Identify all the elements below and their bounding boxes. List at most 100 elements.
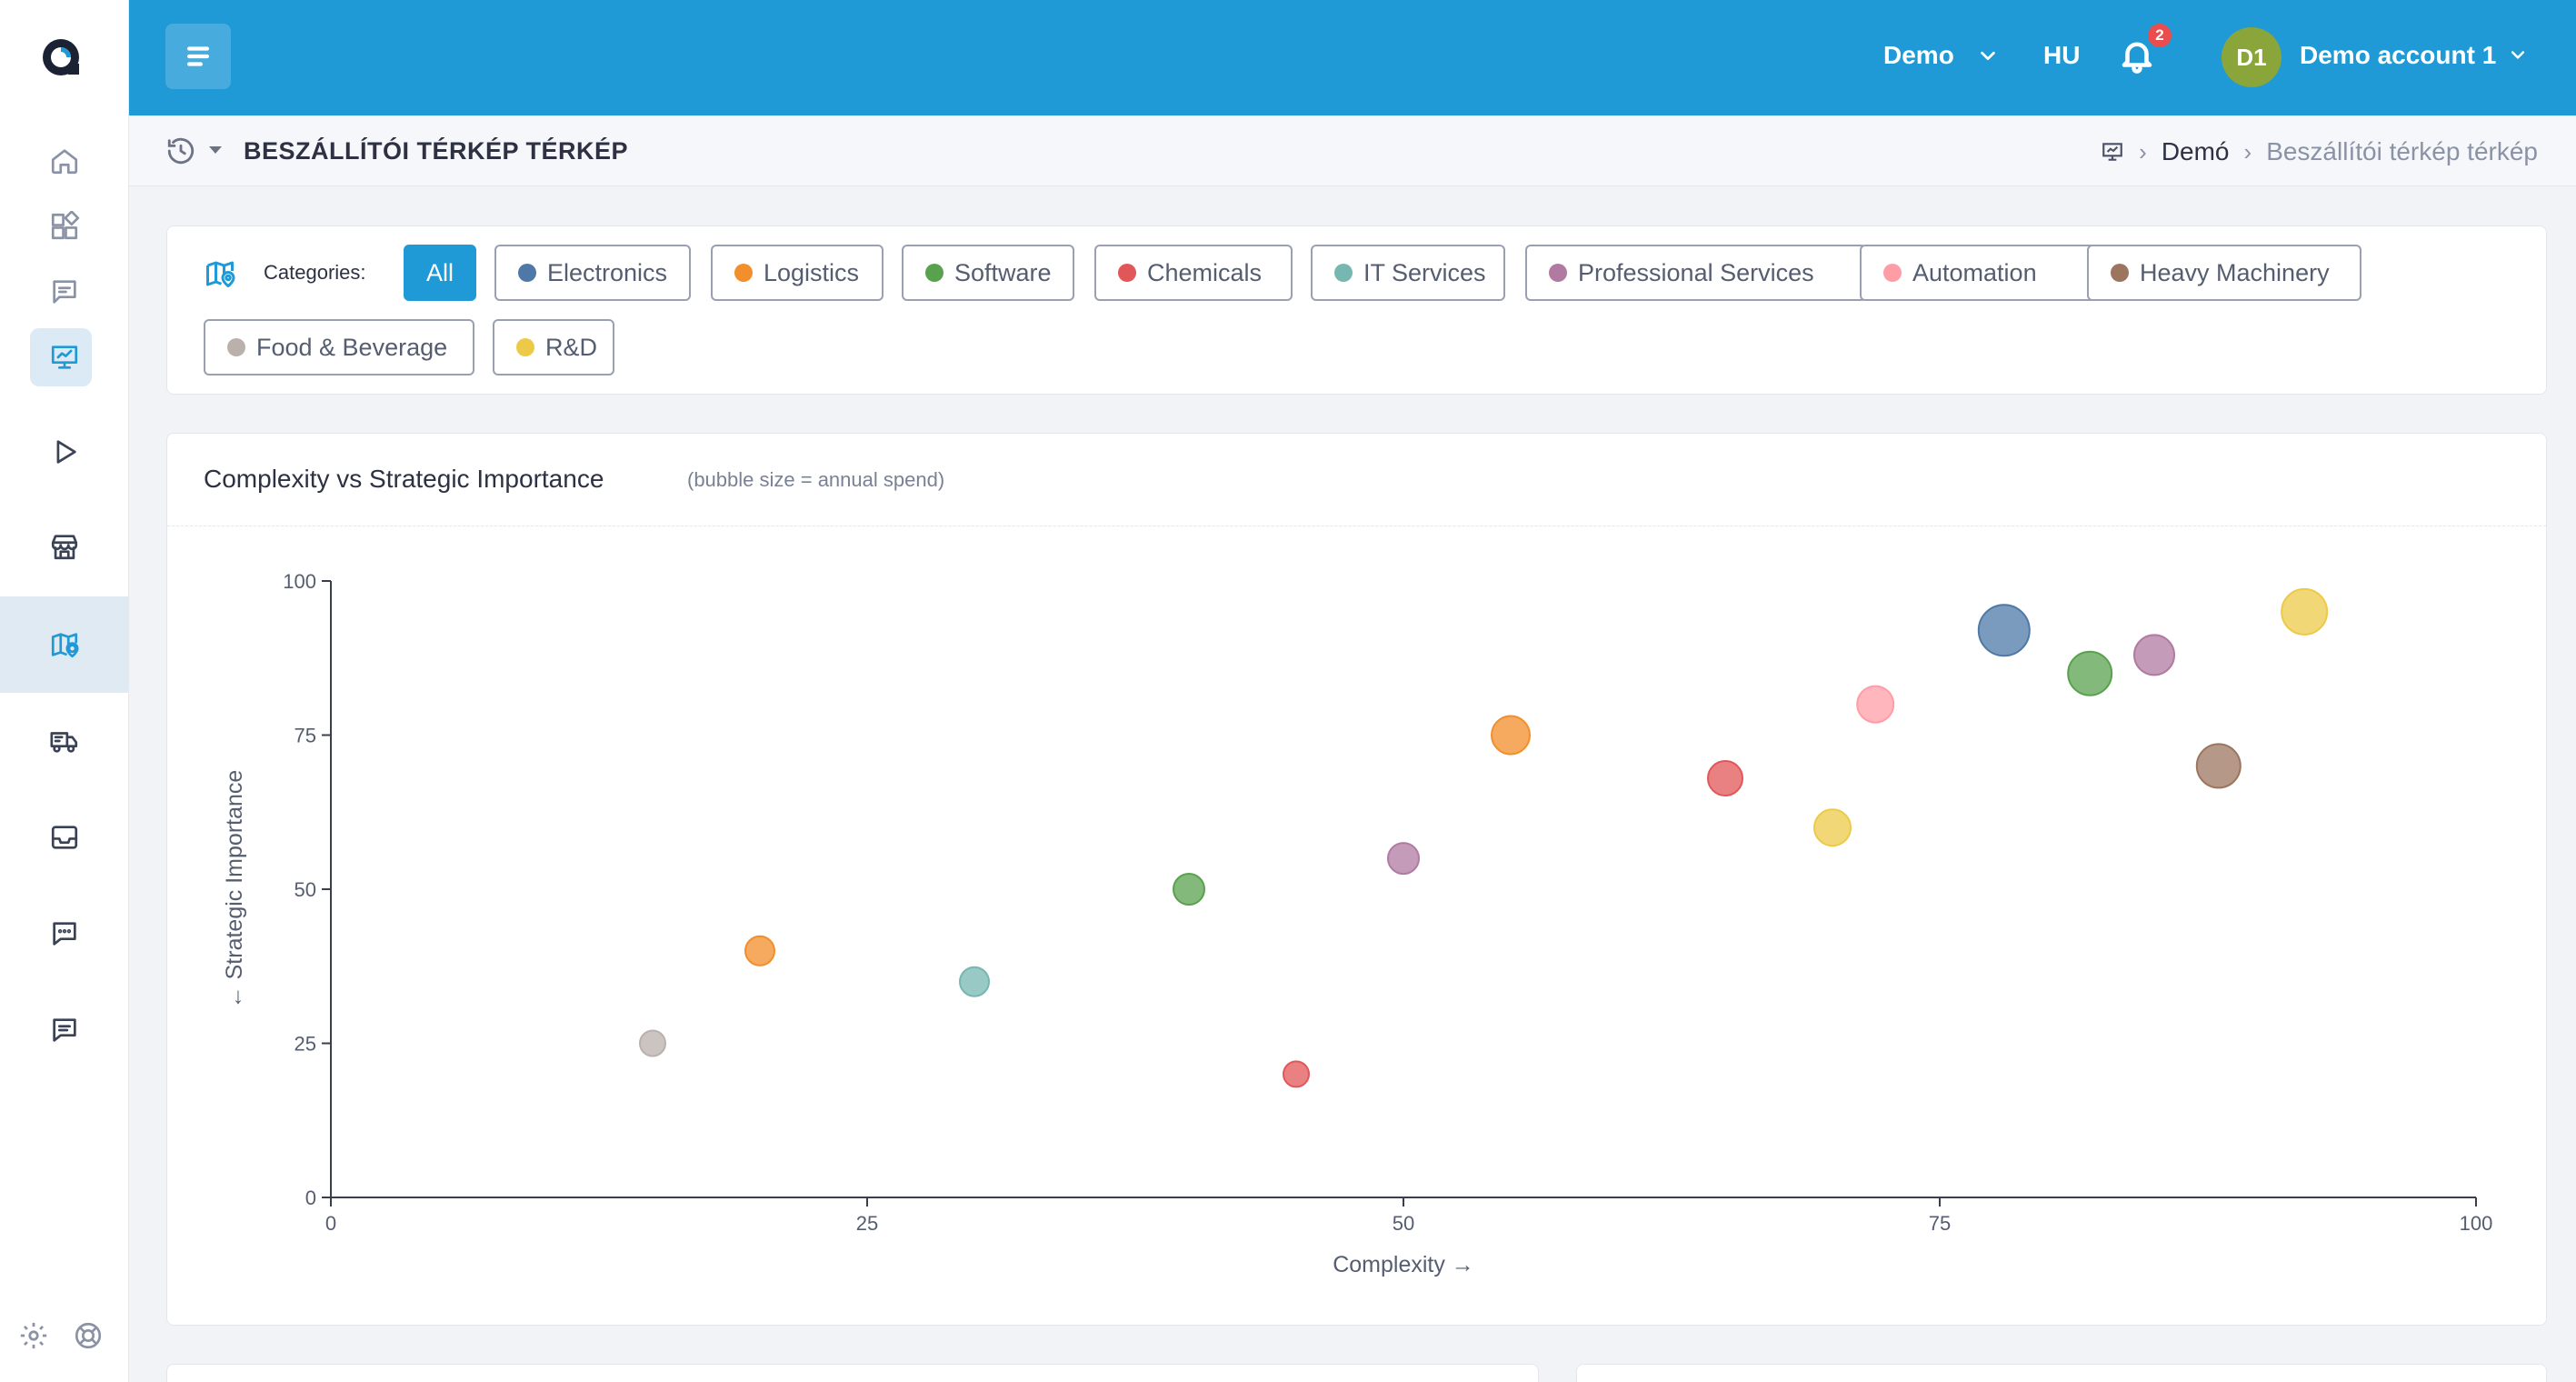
store-icon (51, 535, 78, 560)
bubble-chart: 0 25 50 75 100 0 25 50 75 100 Complexity → ← Strate… (222, 570, 2493, 1277)
category-chip-label: All (425, 258, 454, 286)
category-chip-it-services[interactable]: IT Services (1311, 245, 1505, 301)
category-chip-label: R&D (545, 333, 598, 361)
presentation-icon (51, 346, 78, 369)
language-switch[interactable]: HU (2043, 41, 2081, 69)
history-dropdown-icon[interactable] (209, 146, 222, 154)
y-tick-label: 75 (295, 725, 316, 747)
breadcrumb: › Demó › Beszállítói térkép térkép (2101, 134, 2538, 170)
category-color-dot (1118, 264, 1136, 282)
x-tick-label: 100 (2460, 1212, 2493, 1235)
sidebar-item-inbox[interactable] (0, 806, 129, 869)
bell-icon[interactable] (2118, 36, 2156, 75)
apps-icon (51, 211, 80, 240)
category-color-dot (2111, 264, 2129, 282)
history-icon[interactable] (165, 135, 196, 166)
category-chip-logistics[interactable]: Logistics (711, 245, 884, 301)
category-chip-label: Chemicals (1147, 258, 1263, 286)
x-axis-label: Complexity → (1333, 1252, 1474, 1277)
category-chip-r-d[interactable]: R&D (493, 319, 614, 376)
category-chip-label: Food & Beverage (256, 333, 448, 361)
bubble-point[interactable] (2195, 743, 2242, 789)
category-chip-food-beverage[interactable]: Food & Beverage (204, 319, 474, 376)
category-chip-label: Heavy Machinery (2140, 258, 2330, 286)
category-color-dot (227, 338, 245, 356)
help-button[interactable] (73, 1320, 104, 1351)
category-chip-heavy-machinery[interactable]: Heavy Machinery (2087, 245, 2361, 301)
bubble-point[interactable] (1856, 685, 1895, 724)
workspace-selector[interactable]: Demo (1883, 41, 1954, 69)
gear-icon (20, 1322, 47, 1349)
category-chip-label: Software (954, 258, 1052, 286)
bubble-point[interactable] (1707, 759, 1743, 796)
chevron-down-icon[interactable] (2509, 45, 2527, 64)
bubble-point[interactable] (1491, 715, 1531, 756)
breadcrumb-link[interactable]: Demó (2161, 137, 2230, 165)
avatar[interactable]: D1 (2222, 27, 2281, 87)
account-menu[interactable]: Demo account 1 (2300, 41, 2497, 69)
bubble-point[interactable] (1173, 873, 1205, 906)
menu-icon (186, 46, 210, 66)
sidebar-item-store[interactable] (0, 515, 129, 578)
breadcrumb-current: Beszállítói térkép térkép (2266, 137, 2538, 165)
category-chip-label: Professional Services (1578, 258, 1814, 286)
bubble-point[interactable] (2281, 587, 2329, 636)
sidebar-item-apps[interactable] (0, 195, 129, 258)
sidebar-item-presentation[interactable] (0, 325, 129, 389)
x-tick-label: 25 (856, 1212, 878, 1235)
breadcrumb-separator: › (2243, 137, 2252, 165)
category-chip-label: Logistics (764, 258, 860, 286)
bubble-point[interactable] (1387, 842, 1420, 876)
sidebar-item-messages[interactable] (0, 260, 129, 324)
category-chip-software[interactable]: Software (902, 245, 1074, 301)
category-chip-professional-services[interactable]: Professional Services (1525, 245, 1867, 301)
sidebar (0, 0, 129, 1382)
map-icon (206, 261, 235, 287)
y-axis-label: ← Strategic Importance (222, 770, 247, 1009)
category-chip-all[interactable]: All (404, 245, 476, 301)
bubble-point[interactable] (1977, 604, 2031, 657)
sidebar-item-chat[interactable] (0, 902, 129, 966)
category-chip-chemicals[interactable]: Chemicals (1094, 245, 1293, 301)
app-logo[interactable] (40, 36, 82, 78)
bubble-point[interactable] (1283, 1060, 1310, 1088)
page-title: BESZÁLLÍTÓI TÉRKÉP TÉRKÉP (244, 137, 629, 165)
x-tick-label: 50 (1393, 1212, 1414, 1235)
settings-button[interactable] (18, 1320, 49, 1351)
category-chip-electronics[interactable]: Electronics (494, 245, 691, 301)
y-tick-label: 100 (283, 570, 316, 593)
sidebar-item-delivery[interactable] (0, 709, 129, 773)
chat-icon (53, 922, 76, 946)
sidebar-item-home[interactable] (0, 129, 129, 193)
sidebar-item-comments[interactable] (0, 998, 129, 1062)
category-color-dot (1883, 264, 1902, 282)
chart-subtitle: (bubble size = annual spend) (687, 468, 945, 491)
sidebar-item-map[interactable] (0, 596, 129, 693)
chevron-down-icon[interactable] (1978, 45, 1998, 65)
map-icon (51, 633, 79, 658)
category-color-dot (734, 264, 753, 282)
sidebar-item-play[interactable] (0, 420, 129, 484)
category-filter-card: Categories: All Electronics Logistics Softw… (166, 225, 2547, 395)
category-chip-label: Electronics (547, 258, 668, 286)
bubble-point[interactable] (959, 966, 990, 997)
chart-title: Complexity vs Strategic Importance (204, 465, 604, 493)
category-chip-automation[interactable]: Automation (1860, 245, 2096, 301)
category-color-dot (925, 264, 944, 282)
bubble-point[interactable] (2133, 634, 2175, 676)
bubble-point[interactable] (744, 935, 775, 966)
bubble-point[interactable] (1813, 808, 1852, 847)
y-tick-label: 25 (295, 1033, 316, 1056)
menu-toggle-button[interactable] (165, 24, 231, 89)
topbar: Demo HU 2 D1 Demo account 1 (129, 0, 2576, 115)
play-icon (56, 440, 76, 464)
bubble-point[interactable] (639, 1029, 666, 1057)
x-tick-label: 0 (325, 1212, 336, 1235)
comment-icon (53, 1018, 76, 1042)
bottom-card (166, 1364, 1539, 1382)
chart-card: Complexity vs Strategic Importance (bubb… (166, 433, 2547, 1326)
bubble-point[interactable] (2067, 650, 2113, 696)
presentation-icon[interactable] (2101, 140, 2124, 164)
message-icon (53, 280, 76, 304)
truck-icon (50, 732, 78, 753)
